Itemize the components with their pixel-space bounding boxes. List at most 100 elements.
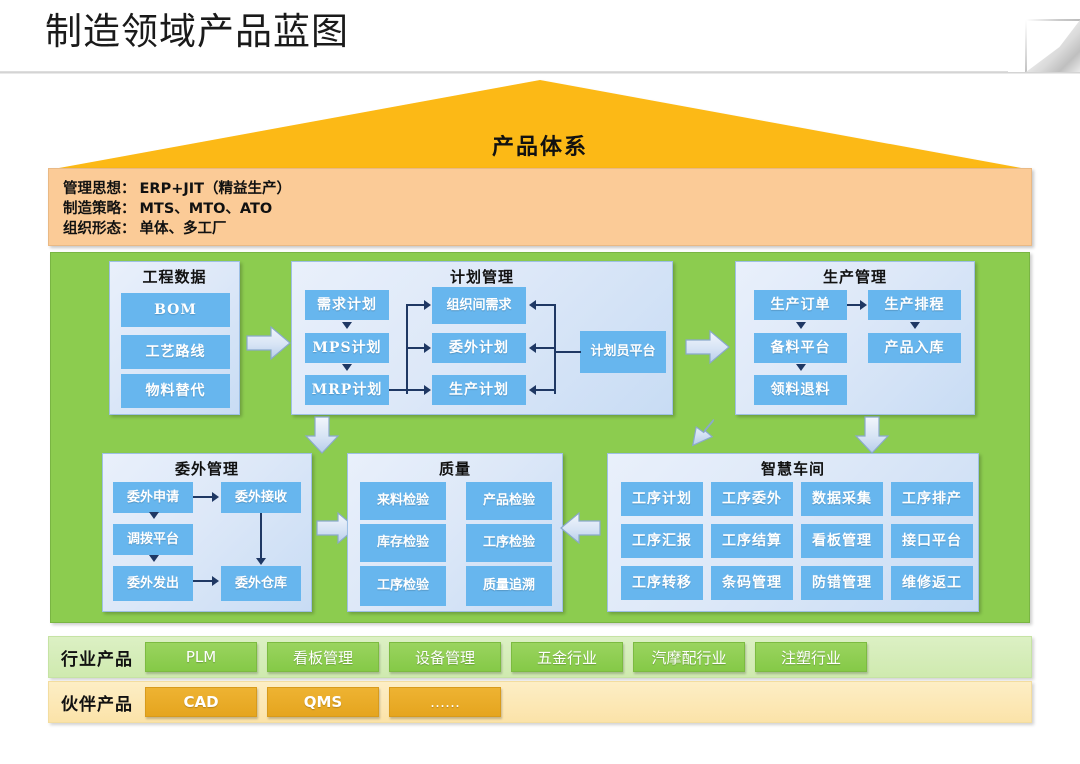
connector-planner-to-inter-org [536, 304, 555, 306]
arrowhead-mps-to-mrp-icon [342, 364, 352, 371]
page-curl-icon [1008, 0, 1080, 72]
item-process-settlement[interactable]: 工序结算 [711, 524, 793, 558]
chip-cad[interactable]: CAD [145, 687, 257, 717]
connector-request-to-receive [193, 496, 213, 498]
item-process-route[interactable]: 工艺路线 [121, 335, 230, 369]
item-kanban-management[interactable]: 看板管理 [801, 524, 883, 558]
item-product-inspection[interactable]: 产品检验 [466, 482, 552, 520]
item-inter-org-demand[interactable]: 组织间需求 [432, 287, 526, 324]
item-bom[interactable]: BOM [121, 293, 230, 327]
item-production-plan[interactable]: 生产计划 [432, 375, 526, 405]
strategy-key-3: 组织形态： [63, 221, 136, 237]
arrow-production-to-quality [677, 415, 723, 457]
arrowhead-transfer-to-issue-icon [149, 555, 159, 562]
chip-plm[interactable]: PLM [145, 642, 257, 672]
item-process-scheduling[interactable]: 工序排产 [891, 482, 973, 516]
item-outsourcing-plan[interactable]: 委外计划 [432, 333, 526, 363]
arrow-workshop-to-quality [559, 511, 601, 545]
connector-to-outsourcing-plan [406, 347, 425, 349]
connector-planner-to-outsourcing [536, 347, 555, 349]
item-transfer-platform[interactable]: 调拨平台 [113, 524, 193, 555]
arrowhead-receive-to-warehouse-icon [256, 558, 266, 565]
item-material-substitute[interactable]: 物料替代 [121, 374, 230, 408]
connector-bus-vertical [406, 304, 408, 394]
module-outsourcing-management[interactable]: 委外管理 委外申请 调拨平台 委外发出 委外接收 委外仓库 [102, 453, 312, 612]
strategy-band: 管理思想： ERP+JIT（精益生产） 制造策略： MTS、MTO、ATO 组织形态… [48, 168, 1032, 246]
arrowhead-production-plan-icon [424, 385, 431, 395]
chip-kanban-management[interactable]: 看板管理 [267, 642, 379, 672]
product-system-panel: 工程数据 BOM 工艺路线 物料替代 计划管理 需求计划 MPS计划 MRP计划 [50, 252, 1030, 623]
item-outsourcing-request[interactable]: 委外申请 [113, 482, 193, 513]
item-outsourcing-receive[interactable]: 委外接收 [221, 482, 301, 513]
header-divider [0, 71, 1080, 74]
arrowhead-demand-to-mps-icon [342, 322, 352, 329]
connector-planner-to-production [536, 389, 555, 391]
item-product-stock-in[interactable]: 产品入库 [868, 333, 961, 363]
item-process-report[interactable]: 工序汇报 [621, 524, 703, 558]
arrowhead-scheduling-to-stockin-icon [910, 322, 920, 329]
item-production-order[interactable]: 生产订单 [754, 290, 847, 320]
item-interface-platform[interactable]: 接口平台 [891, 524, 973, 558]
arrow-production-to-workshop [854, 416, 890, 454]
item-data-collection[interactable]: 数据采集 [801, 482, 883, 516]
item-material-prep-platform[interactable]: 备料平台 [754, 333, 847, 363]
item-process-inspection-right[interactable]: 工序检验 [466, 524, 552, 562]
page-title: 制造领域产品蓝图 [45, 10, 349, 53]
chip-qms[interactable]: QMS [267, 687, 379, 717]
connector-to-production-plan [406, 389, 425, 391]
strategy-value-3: 单体、多工厂 [139, 221, 227, 237]
item-stock-inspection[interactable]: 库存检验 [360, 524, 446, 562]
item-error-proofing[interactable]: 防错管理 [801, 566, 883, 600]
strategy-row-3: 组织形态： 单体、多工厂 [63, 219, 1031, 239]
industry-products-bar: 行业产品 PLM 看板管理 设备管理 五金行业 汽摩配行业 注塑行业 [48, 636, 1032, 678]
partner-products-bar: 伙伴产品 CAD QMS …… [48, 681, 1032, 723]
chip-hardware-industry[interactable]: 五金行业 [511, 642, 623, 672]
module-production-management[interactable]: 生产管理 生产订单 备料平台 领料退料 生产排程 产品入库 [735, 261, 975, 415]
item-repair-rework[interactable]: 维修返工 [891, 566, 973, 600]
module-plan-management[interactable]: 计划管理 需求计划 MPS计划 MRP计划 组织间需求 委外计划 生产计划 计划… [291, 261, 673, 415]
roof-shape: 产品体系 [48, 78, 1032, 170]
strategy-value-2: MTS、MTO、ATO [139, 201, 273, 217]
item-process-transfer[interactable]: 工序转移 [621, 566, 703, 600]
arrowhead-prep-to-issue-icon [796, 364, 806, 371]
item-demand-plan[interactable]: 需求计划 [305, 290, 389, 320]
module-quality[interactable]: 质量 来料检验 库存检验 工序检验 产品检验 工序检验 质量追溯 [347, 453, 563, 612]
module-title-outsourcing: 委外管理 [174, 460, 239, 478]
connector-order-to-scheduling [847, 304, 861, 306]
chip-equipment-management[interactable]: 设备管理 [389, 642, 501, 672]
arrowhead-planner-outsourcing-icon [529, 343, 536, 353]
item-material-issue-return[interactable]: 领料退料 [754, 375, 847, 405]
item-incoming-inspection[interactable]: 来料检验 [360, 482, 446, 520]
item-outsourcing-warehouse[interactable]: 委外仓库 [221, 566, 301, 601]
connector-planner-out [554, 351, 581, 353]
chip-injection-molding-industry[interactable]: 注塑行业 [755, 642, 867, 672]
arrowhead-inter-org-icon [424, 300, 431, 310]
item-process-inspection-left[interactable]: 工序检验 [360, 566, 446, 606]
item-outsourcing-issue[interactable]: 委外发出 [113, 566, 193, 601]
item-barcode-management[interactable]: 条码管理 [711, 566, 793, 600]
arrowhead-request-to-receive-icon [212, 492, 219, 502]
module-smart-workshop[interactable]: 智慧车间 工序计划 工序委外 数据采集 工序排产 工序汇报 工序结算 看板管理 … [607, 453, 979, 612]
module-title-workshop: 智慧车间 [760, 460, 825, 478]
strategy-row-2: 制造策略： MTS、MTO、ATO [63, 199, 1031, 219]
module-title-quality: 质量 [438, 460, 471, 478]
strategy-key-2: 制造策略： [63, 201, 136, 217]
arrow-planning-to-outsourcing [304, 416, 340, 454]
arrowhead-planner-production-icon [529, 385, 536, 395]
arrowhead-issue-to-warehouse-icon [212, 576, 219, 586]
item-mrp-plan[interactable]: MRP计划 [305, 375, 389, 405]
arrow-engineering-to-planning [246, 325, 292, 361]
chip-more[interactable]: …… [389, 687, 501, 717]
module-engineering-data[interactable]: 工程数据 BOM 工艺路线 物料替代 [109, 261, 240, 415]
chip-auto-moto-parts-industry[interactable]: 汽摩配行业 [633, 642, 745, 672]
arrowhead-request-to-transfer-icon [149, 512, 159, 519]
item-mps-plan[interactable]: MPS计划 [305, 333, 389, 363]
industry-products-label: 行业产品 [61, 649, 133, 670]
item-production-scheduling[interactable]: 生产排程 [868, 290, 961, 320]
partner-products-label: 伙伴产品 [61, 694, 133, 715]
item-planner-platform[interactable]: 计划员平台 [580, 331, 666, 373]
item-process-plan[interactable]: 工序计划 [621, 482, 703, 516]
item-process-outsourcing[interactable]: 工序委外 [711, 482, 793, 516]
item-quality-traceability[interactable]: 质量追溯 [466, 566, 552, 606]
